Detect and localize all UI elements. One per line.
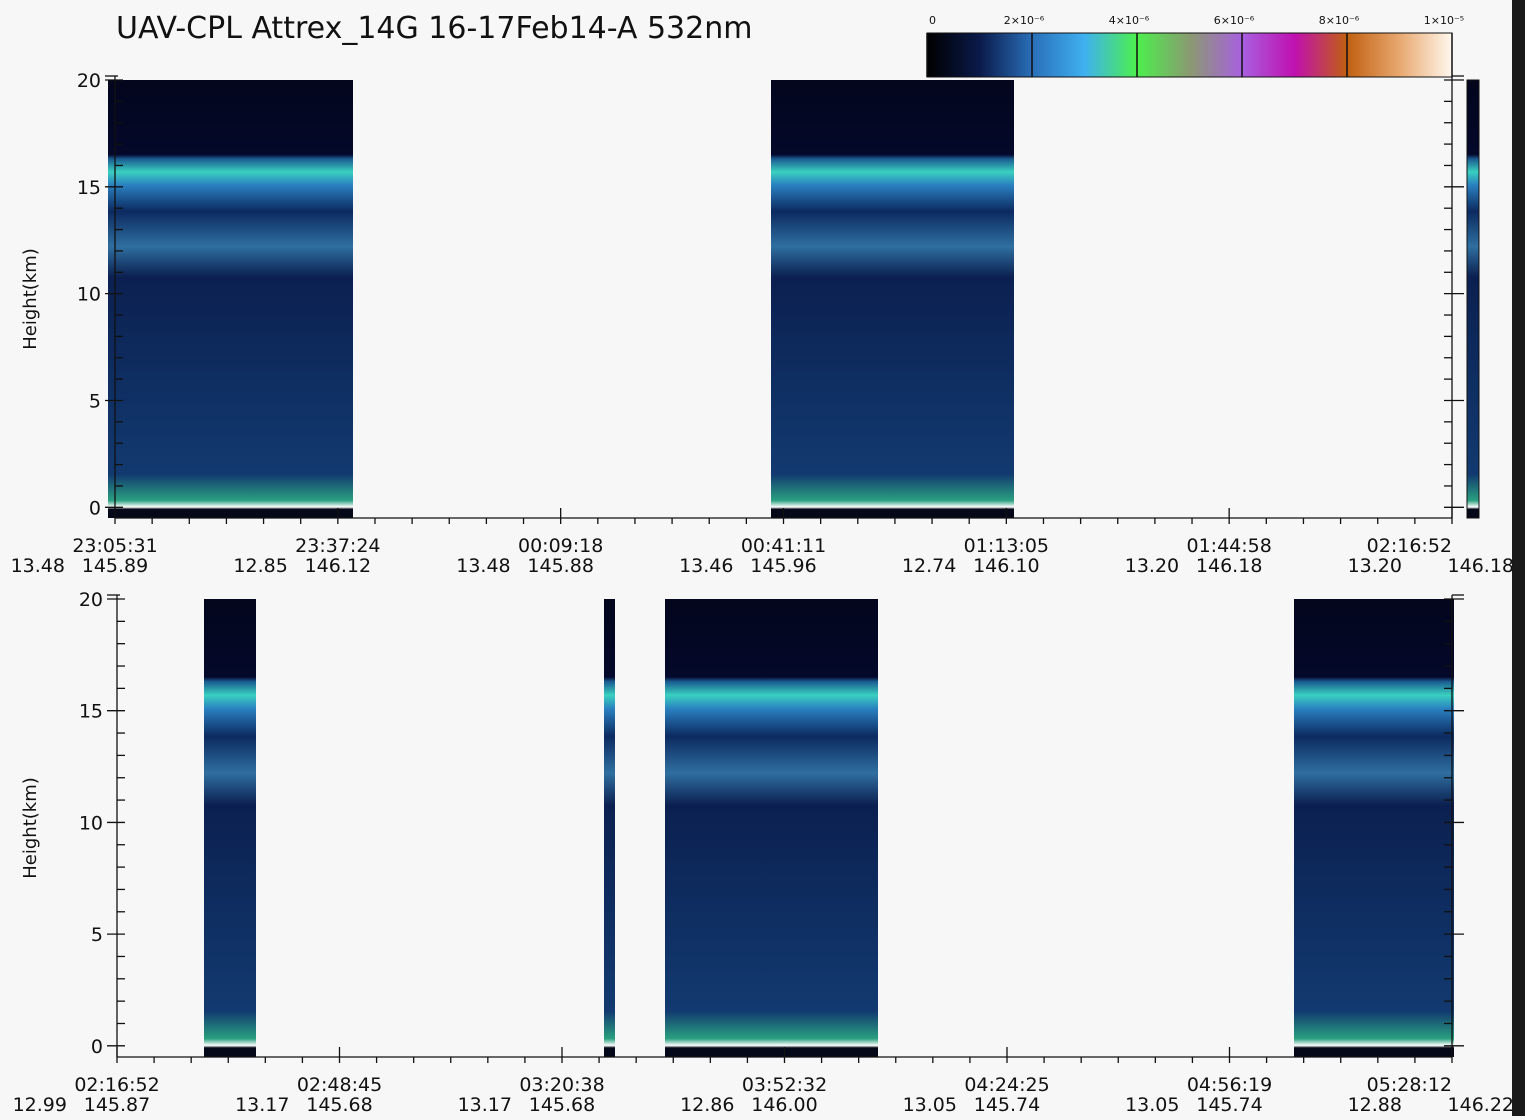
y-tick-label: 5	[89, 390, 101, 412]
x-tick-time: 02:16:52	[74, 1074, 159, 1096]
x-tick-time: 03:20:38	[519, 1074, 604, 1096]
x-tick-lat: 13.17	[458, 1094, 512, 1116]
y-tick-label: 0	[89, 497, 101, 519]
colorbar	[926, 32, 1453, 78]
x-tick-time: 00:09:18	[518, 535, 603, 557]
x-tick-lat: 12.99	[13, 1094, 67, 1116]
x-tick-lon: 145.74	[1196, 1094, 1262, 1116]
colorbar-tick-label: 6×10⁻⁶	[1214, 14, 1255, 27]
x-tick-lat: 12.88	[1348, 1094, 1402, 1116]
x-tick-time: 01:44:58	[1186, 535, 1271, 557]
x-tick-time: 02:48:45	[297, 1074, 382, 1096]
x-tick-lat: 13.46	[679, 555, 733, 577]
x-tick-time: 04:56:19	[1187, 1074, 1272, 1096]
x-tick-lat: 12.85	[233, 555, 287, 577]
x-tick-lat: 13.05	[903, 1094, 957, 1116]
x-tick-lon: 145.87	[84, 1094, 150, 1116]
x-tick-lon: 146.22	[1448, 1094, 1514, 1116]
colorbar-tick-label: 2×10⁻⁶	[1004, 14, 1045, 27]
curtain	[771, 80, 1014, 518]
colorbar-tick-label: 1×10⁻⁵	[1424, 14, 1464, 27]
curtain	[1294, 599, 1454, 1057]
x-tick-time: 02:16:52	[1367, 535, 1452, 557]
x-tick-time: 00:41:11	[741, 535, 826, 557]
x-tick-lat: 13.20	[1348, 555, 1402, 577]
x-tick-lon: 145.89	[82, 555, 148, 577]
x-tick-time: 04:24:25	[964, 1074, 1049, 1096]
colorbar-tick-label: 8×10⁻⁶	[1319, 14, 1360, 27]
y-axis-label: Height(km)	[20, 248, 41, 350]
curtain	[665, 599, 878, 1057]
x-tick-time: 23:05:31	[72, 535, 157, 557]
curtain	[108, 80, 353, 518]
x-tick-lat: 13.48	[456, 555, 510, 577]
curtain	[204, 599, 256, 1057]
curtain	[604, 599, 615, 1057]
x-tick-lon: 146.12	[305, 555, 371, 577]
colorbar-tick-label: 0	[929, 14, 936, 27]
x-tick-lon: 146.18	[1448, 555, 1514, 577]
x-tick-lat: 13.17	[235, 1094, 289, 1116]
x-tick-lat: 12.86	[680, 1094, 734, 1116]
x-tick-lat: 13.48	[11, 555, 65, 577]
y-tick-label: 5	[91, 924, 103, 946]
y-tick-label: 20	[77, 70, 101, 92]
y-tick-label: 0	[91, 1036, 103, 1058]
x-tick-lat: 13.20	[1125, 555, 1179, 577]
x-tick-lon: 146.00	[751, 1094, 817, 1116]
y-tick-label: 10	[77, 284, 101, 306]
x-tick-lon: 145.96	[750, 555, 816, 577]
y-tick-label: 15	[79, 701, 103, 723]
x-tick-time: 05:28:12	[1367, 1074, 1452, 1096]
x-tick-lon: 146.18	[1196, 555, 1262, 577]
x-tick-lon: 146.10	[973, 555, 1039, 577]
x-tick-lon: 145.68	[306, 1094, 372, 1116]
profile-strip	[1466, 79, 1480, 519]
x-tick-lat: 13.05	[1125, 1094, 1179, 1116]
chart-title: UAV-CPL Attrex_14G 16-17Feb14-A 532nm	[116, 11, 752, 46]
y-tick-label: 15	[77, 177, 101, 199]
x-tick-lon: 145.74	[974, 1094, 1040, 1116]
y-tick-label: 20	[79, 589, 103, 611]
x-tick-lon: 145.68	[529, 1094, 595, 1116]
x-tick-lat: 12.74	[902, 555, 956, 577]
y-tick-label: 10	[79, 812, 103, 834]
x-tick-time: 23:37:24	[295, 535, 380, 557]
colorbar-tick-label: 4×10⁻⁶	[1109, 14, 1150, 27]
x-tick-time: 01:13:05	[964, 535, 1049, 557]
x-tick-time: 03:52:32	[742, 1074, 827, 1096]
window-edge	[1512, 0, 1525, 1116]
x-tick-lon: 145.88	[527, 555, 593, 577]
y-axis-label: Height(km)	[20, 777, 41, 879]
